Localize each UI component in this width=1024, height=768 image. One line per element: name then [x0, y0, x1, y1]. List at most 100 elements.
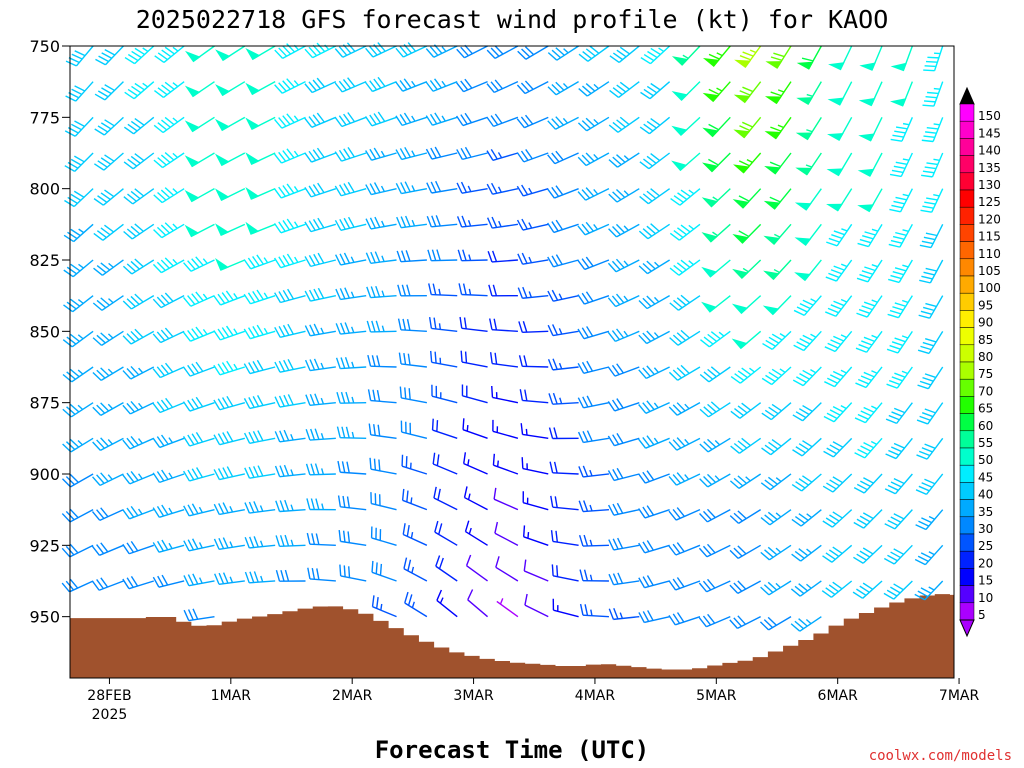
wind-barb — [337, 460, 367, 475]
wind-barb — [764, 152, 792, 175]
wind-barb — [577, 116, 610, 132]
wind-barb — [729, 544, 762, 559]
wind-barb — [213, 290, 246, 306]
wind-barb — [428, 317, 458, 333]
wind-barb — [608, 116, 640, 133]
wind-barb — [61, 508, 94, 523]
wind-barb — [668, 364, 701, 381]
wind-barb — [548, 427, 579, 440]
colorbar-label: 40 — [978, 488, 993, 502]
wind-barb — [547, 219, 579, 234]
colorbar-label: 105 — [978, 264, 1001, 278]
wind-barb — [522, 491, 549, 511]
wind-barb — [762, 330, 792, 351]
wind-barb — [364, 111, 397, 127]
wind-barb — [401, 488, 428, 511]
y-tick-label: 775 — [29, 108, 60, 127]
wind-barb — [433, 486, 458, 511]
wind-barb — [856, 295, 883, 318]
wind-barb — [516, 114, 549, 129]
colorbar-label: 10 — [978, 591, 993, 605]
wind-barb — [886, 366, 913, 389]
wind-barb — [884, 473, 913, 495]
wind-barb — [486, 45, 519, 59]
wind-barb — [62, 366, 94, 383]
wind-barb — [395, 78, 428, 92]
wind-barb — [397, 318, 427, 333]
wind-barb — [638, 435, 670, 449]
wind-barb — [395, 42, 428, 58]
wind-barb — [638, 330, 670, 345]
wind-barb — [467, 589, 489, 618]
wind-barb — [425, 78, 458, 92]
x-axis-label: Forecast Time (UTC) — [375, 736, 650, 764]
colorbar-swatch — [959, 533, 975, 552]
wind-barb — [638, 295, 670, 310]
wind-barb — [516, 149, 549, 163]
wind-barb — [243, 324, 276, 340]
wind-barb — [825, 295, 853, 317]
wind-barb — [63, 223, 94, 243]
wind-barb — [547, 116, 579, 130]
wind-barb — [858, 117, 883, 142]
wind-barb — [884, 509, 913, 530]
colorbar-label: 130 — [978, 178, 1001, 192]
wind-barb — [92, 330, 124, 346]
wind-barb — [699, 437, 731, 453]
colorbar-swatch — [959, 568, 975, 586]
wind-barb — [95, 45, 124, 66]
colorbar-swatch — [959, 413, 975, 432]
wind-barb — [518, 321, 549, 334]
wind-barb — [608, 572, 640, 586]
wind-barb — [436, 589, 458, 618]
wind-barb — [607, 502, 640, 516]
wind-barb — [245, 116, 276, 131]
colorbar-label: 70 — [978, 384, 993, 398]
wind-barb — [698, 578, 731, 593]
colorbar-swatch — [959, 585, 975, 604]
wind-barb — [486, 79, 519, 94]
wind-barb — [213, 360, 246, 376]
wind-barb — [855, 366, 883, 389]
wind-barb — [463, 452, 488, 475]
wind-barb — [182, 326, 215, 342]
wind-barb — [577, 291, 610, 305]
colorbar-swatch — [959, 172, 975, 191]
wind-barb — [215, 45, 246, 62]
wind-barb — [791, 473, 822, 492]
wind-barb — [122, 505, 155, 520]
wind-barb — [608, 223, 640, 238]
wind-barbs — [61, 42, 944, 632]
wind-barb — [245, 152, 276, 165]
wind-barb — [337, 495, 367, 511]
wind-barb — [369, 457, 397, 475]
wind-barb — [763, 188, 792, 210]
wind-barb — [434, 520, 458, 546]
colorbar-swatch — [959, 310, 975, 328]
wind-barb — [761, 366, 792, 386]
wind-barb — [398, 352, 427, 368]
wind-barb — [244, 536, 276, 549]
wind-barb — [153, 152, 185, 169]
wind-barb — [273, 148, 306, 164]
wind-barb — [792, 437, 822, 457]
wind-barb — [214, 152, 246, 167]
wind-barb — [888, 223, 913, 248]
wind-barb — [213, 502, 245, 516]
wind-barb — [153, 187, 185, 204]
wind-barb — [729, 473, 762, 489]
wind-barb — [274, 78, 306, 94]
wind-barb — [920, 188, 944, 213]
wind-barb — [921, 117, 944, 143]
wind-barb — [669, 294, 701, 311]
wind-barb — [153, 81, 185, 99]
wind-barb — [578, 465, 610, 478]
credit-text: coolwx.com/models — [869, 748, 1012, 764]
wind-barb — [607, 467, 640, 482]
wind-barb — [65, 81, 94, 102]
wind-barb — [304, 147, 337, 163]
wind-barb — [456, 181, 488, 194]
wind-barb — [214, 223, 246, 236]
colorbar-swatch — [959, 550, 975, 569]
colorbar-swatch — [959, 292, 975, 311]
